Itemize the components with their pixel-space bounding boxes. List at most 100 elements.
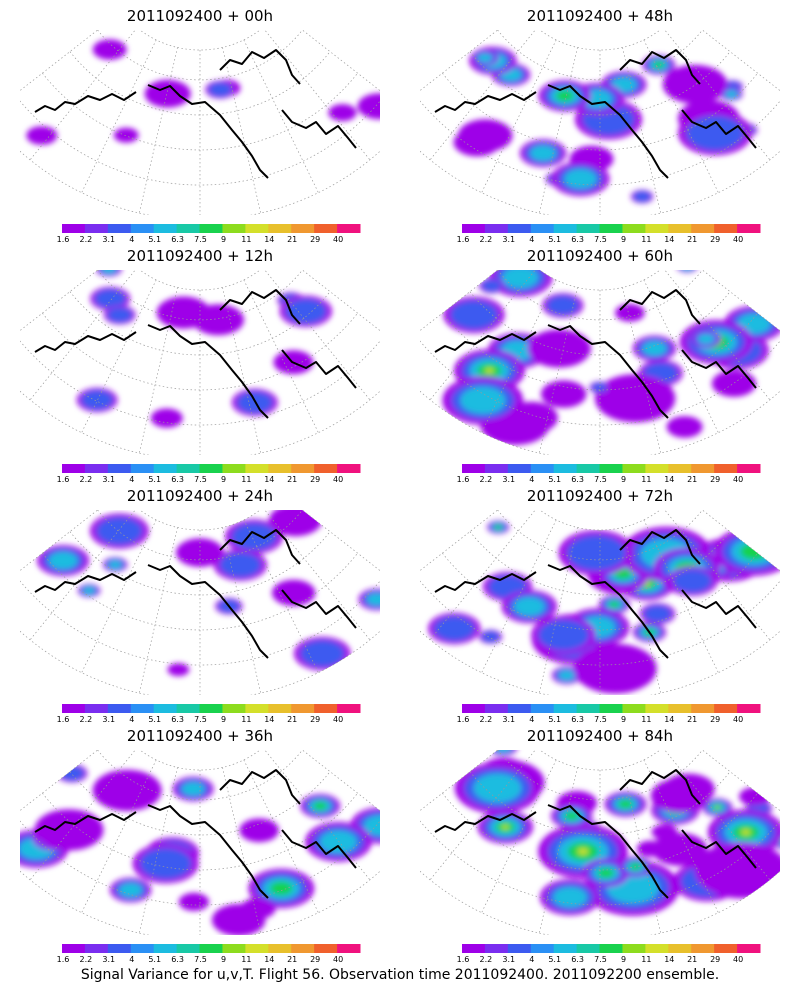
colorbar-label: 40 [733,475,743,484]
colorbar-label: 6.3 [171,955,184,964]
colorbar-swatch [691,224,715,233]
colorbar-swatch [84,224,109,233]
colorbar-label: 6.3 [171,715,184,724]
colorbar: 1.6 2.2 3.1 4 5.1 6.3 7.5 9 11 14 21 29 40 [57,704,361,724]
colorbar-swatch [176,224,201,233]
colorbar-label: 6.3 [571,475,584,484]
colorbar-swatch [599,944,623,953]
polar-map [420,510,780,695]
colorbar-label: 7.5 [594,235,607,244]
colorbar-swatch [691,464,715,473]
colorbar-label: 4 [529,955,534,964]
colorbar-label: 9 [621,715,626,724]
colorbar-label: 9 [221,955,226,964]
colorbar-swatch [268,944,292,953]
polar-map [20,30,380,215]
colorbar-swatch [84,464,109,473]
colorbar-label: 6.3 [571,235,584,244]
colorbar-swatch [291,224,315,233]
colorbar-label: 2.2 [80,715,93,724]
colorbar-label: 6.3 [571,715,584,724]
colorbar-label: 29 [710,955,720,964]
colorbar-label: 14 [264,715,274,724]
panel-title: 2011092400 + 60h [526,247,674,265]
colorbar-label: 14 [264,475,274,484]
colorbar-swatch [84,704,109,713]
colorbar-label: 1.6 [457,475,470,484]
colorbar-swatch [737,464,761,473]
colorbar-label: 3.1 [102,715,115,724]
colorbar-swatch [462,704,486,713]
colorbar-label: 4 [129,715,134,724]
colorbar-label: 29 [310,955,320,964]
colorbar-swatch [737,704,761,713]
colorbar-swatch [130,944,155,953]
colorbar-swatch [130,224,155,233]
polar-map [420,750,780,935]
colorbar-label: 21 [287,475,297,484]
colorbar-label: 7.5 [194,955,207,964]
graticule [420,750,780,935]
colorbar-label: 14 [264,235,274,244]
colorbar-swatch [337,464,361,473]
colorbar-swatch [84,944,109,953]
colorbar-swatch [153,464,178,473]
colorbar-swatch [714,224,738,233]
colorbar-label: 9 [221,475,226,484]
colorbar-label: 11 [241,715,251,724]
colorbar-label: 40 [333,235,343,244]
colorbar-swatch [714,704,738,713]
colorbar-swatch [530,224,555,233]
panel-title: 2011092400 + 84h [526,727,674,745]
colorbar-swatch [222,944,246,953]
colorbar-label: 11 [641,955,651,964]
colorbar-label: 5.1 [548,955,561,964]
colorbar-label: 4 [529,715,534,724]
colorbar-swatch [576,224,601,233]
polar-map [20,750,380,935]
colorbar: 1.6 2.2 3.1 4 5.1 6.3 7.5 9 11 14 21 29 40 [457,944,761,964]
colorbar-swatch [314,464,338,473]
variance-field [442,270,780,446]
colorbar-swatch [645,464,669,473]
colorbar-swatch [599,224,623,233]
colorbar-label: 29 [310,235,320,244]
colorbar-label: 5.1 [148,235,161,244]
colorbar-swatch [530,944,555,953]
colorbar-swatch [314,944,338,953]
colorbar-label: 3.1 [502,955,515,964]
colorbar-label: 40 [733,955,743,964]
colorbar-label: 2.2 [480,475,493,484]
colorbar-swatch [268,704,292,713]
colorbar-label: 2.2 [80,235,93,244]
colorbar-swatch [199,224,223,233]
colorbar-label: 6.3 [171,235,184,244]
colorbar-swatch [530,704,555,713]
colorbar-swatch [62,944,86,953]
colorbar: 1.6 2.2 3.1 4 5.1 6.3 7.5 9 11 14 21 29 40 [457,464,761,484]
colorbar-label: 1.6 [57,715,70,724]
colorbar-label: 3.1 [502,715,515,724]
colorbar-label: 14 [664,475,674,484]
colorbar-swatch [622,944,646,953]
colorbar-swatch [484,944,509,953]
colorbar-swatch [668,464,692,473]
colorbar-label: 7.5 [594,955,607,964]
colorbar-swatch [153,704,178,713]
colorbar-label: 21 [687,955,697,964]
graticule [20,270,380,455]
colorbar-swatch [530,464,555,473]
colorbar-label: 7.5 [194,715,207,724]
colorbar-label: 14 [664,955,674,964]
colorbar-label: 11 [241,955,251,964]
colorbar-swatch [622,704,646,713]
colorbar-label: 21 [287,235,297,244]
colorbar-swatch [199,944,223,953]
coastlines [434,49,757,179]
colorbar-swatch [553,464,578,473]
variance-field [428,520,780,694]
colorbar-swatch [107,224,132,233]
colorbar-swatch [153,224,178,233]
colorbar-label: 40 [333,475,343,484]
colorbar-swatch [462,224,486,233]
